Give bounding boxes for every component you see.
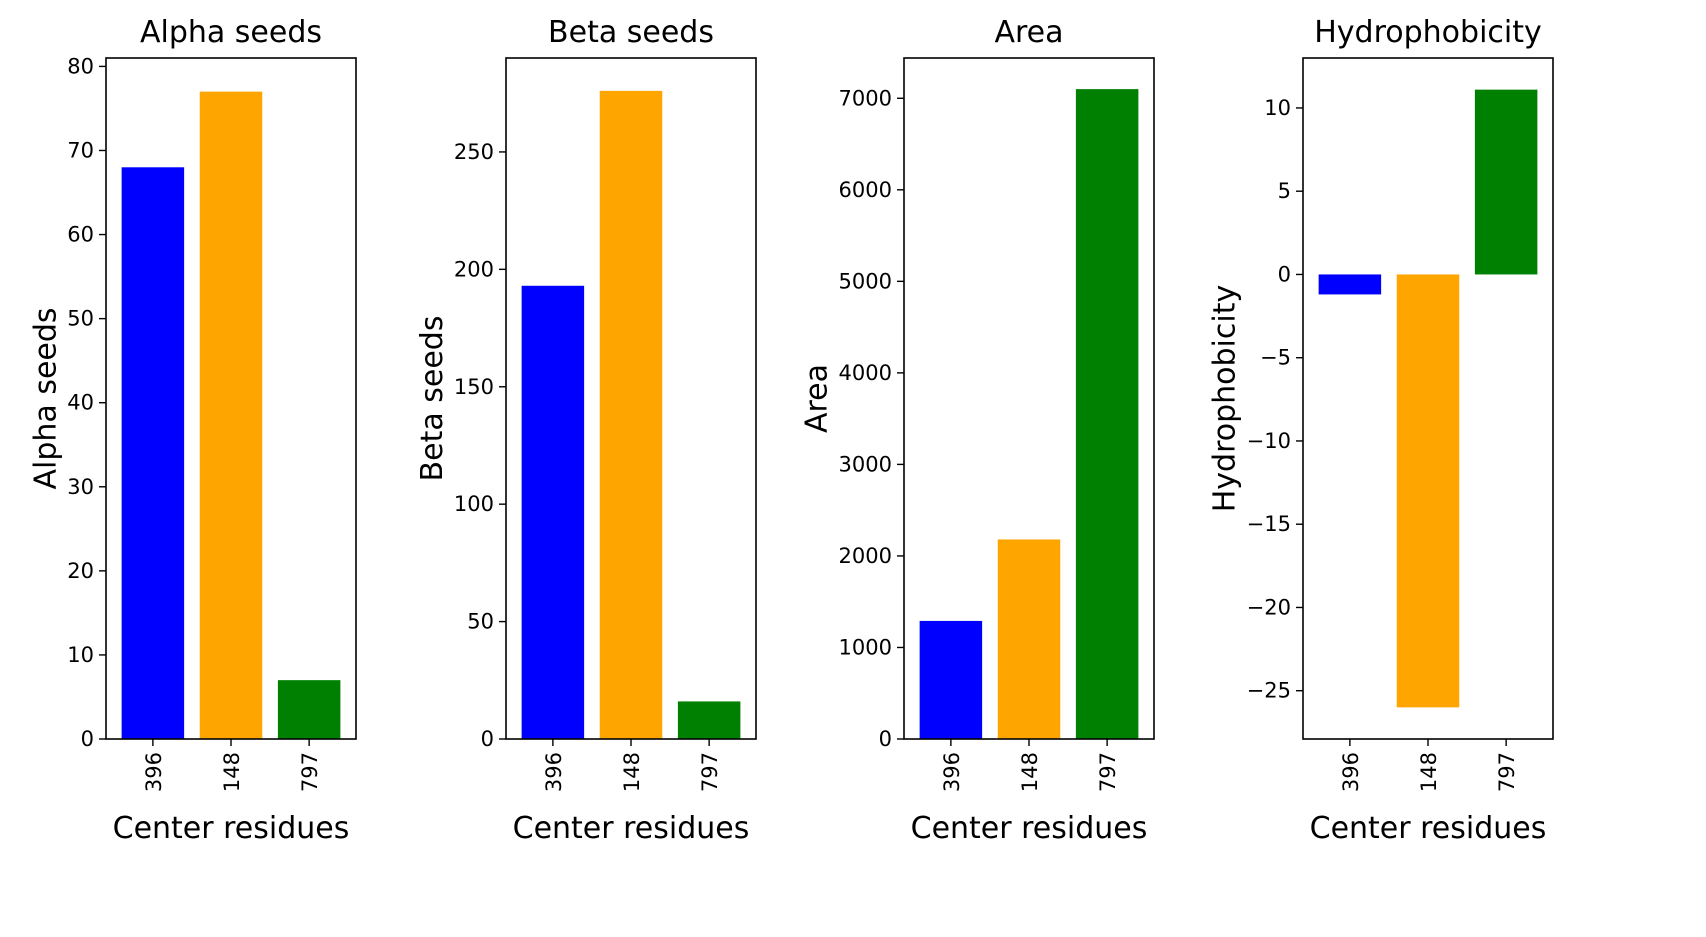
bar-148: [1396, 274, 1460, 708]
y-tick-label: −25: [1247, 679, 1291, 703]
beta-seeds-panel: Beta seeds Center residues Beta seeds 0 5…: [415, 15, 757, 846]
bar-396: [121, 167, 185, 740]
bar-396: [1318, 274, 1382, 295]
x-axis-label: Center residues: [513, 811, 750, 846]
bar-797: [1075, 89, 1139, 740]
y-tick-label: 250: [454, 140, 494, 164]
y-tick-label: 20: [67, 559, 94, 583]
x-tick-label: 148: [620, 752, 644, 792]
hydrophobicity-panel: Hydrophobicity Center residues Hydrophob…: [1208, 15, 1554, 846]
y-tick-label: 7000: [839, 86, 892, 110]
x-tick-label: 797: [1096, 752, 1120, 792]
y-tick-label: 6000: [839, 178, 892, 202]
bar-797: [677, 701, 741, 739]
y-tick-label: 1000: [839, 635, 892, 659]
y-tick-label: 200: [454, 257, 494, 281]
y-tick-label: −20: [1247, 595, 1291, 619]
bar-396: [919, 620, 983, 739]
y-tick-label: −5: [1260, 346, 1291, 370]
bar-396: [521, 285, 585, 739]
x-tick-label: 396: [542, 752, 566, 792]
y-tick-label: 4000: [839, 361, 892, 385]
y-tick-label: 70: [67, 138, 94, 162]
x-tick-label: 148: [1417, 752, 1441, 792]
y-tick-label: 10: [1264, 96, 1291, 120]
y-tick-label: −15: [1247, 512, 1291, 536]
y-tick-label: 0: [1278, 262, 1291, 286]
panel-title: Hydrophobicity: [1314, 15, 1542, 50]
y-tick-label: 30: [67, 475, 94, 499]
y-tick-label: 0: [879, 727, 892, 751]
y-tick-label: 0: [481, 727, 494, 751]
panel-title: Alpha seeds: [140, 15, 322, 50]
y-axis-label: Alpha seeds: [28, 307, 63, 489]
x-tick-label: 148: [220, 752, 244, 792]
area-panel: Area Center residues Area 0 1000 2000 3000 4…: [800, 15, 1155, 846]
x-tick-label: 148: [1018, 752, 1042, 792]
x-tick-label: 396: [142, 752, 166, 792]
y-tick-label: 3000: [839, 452, 892, 476]
alpha-seeds-panel: Alpha seeds Center residues Alpha seeds …: [28, 15, 357, 846]
x-tick-label: 797: [698, 752, 722, 792]
x-axis-label: Center residues: [1310, 811, 1547, 846]
bar-148: [599, 90, 663, 739]
y-axis-label: Hydrophobicity: [1208, 285, 1243, 513]
y-tick-label: 5000: [839, 269, 892, 293]
y-tick-label: 2000: [839, 544, 892, 568]
x-tick-label: 396: [1339, 752, 1363, 792]
y-tick-label: −10: [1247, 429, 1291, 453]
y-tick-label: 40: [67, 391, 94, 415]
bar-148: [199, 91, 263, 739]
bar-797: [1474, 89, 1538, 275]
bar-148: [997, 539, 1061, 739]
x-axis-label: Center residues: [911, 811, 1148, 846]
y-tick-label: 0: [81, 727, 94, 751]
y-tick-label: 5: [1278, 179, 1291, 203]
bar-797: [277, 680, 341, 739]
y-tick-label: 50: [67, 307, 94, 331]
y-tick-label: 60: [67, 223, 94, 247]
y-axis-label: Beta seeds: [415, 316, 450, 482]
y-tick-label: 100: [454, 492, 494, 516]
x-axis-label: Center residues: [113, 811, 350, 846]
y-tick-label: 150: [454, 375, 494, 399]
panel-title: Beta seeds: [548, 15, 714, 50]
y-tick-label: 50: [467, 610, 494, 634]
panel-title: Area: [994, 15, 1063, 50]
x-tick-label: 797: [298, 752, 322, 792]
y-axis-label: Area: [800, 364, 835, 433]
x-tick-label: 396: [940, 752, 964, 792]
x-tick-label: 797: [1495, 752, 1519, 792]
y-tick-label: 80: [67, 54, 94, 78]
y-tick-label: 10: [67, 643, 94, 667]
